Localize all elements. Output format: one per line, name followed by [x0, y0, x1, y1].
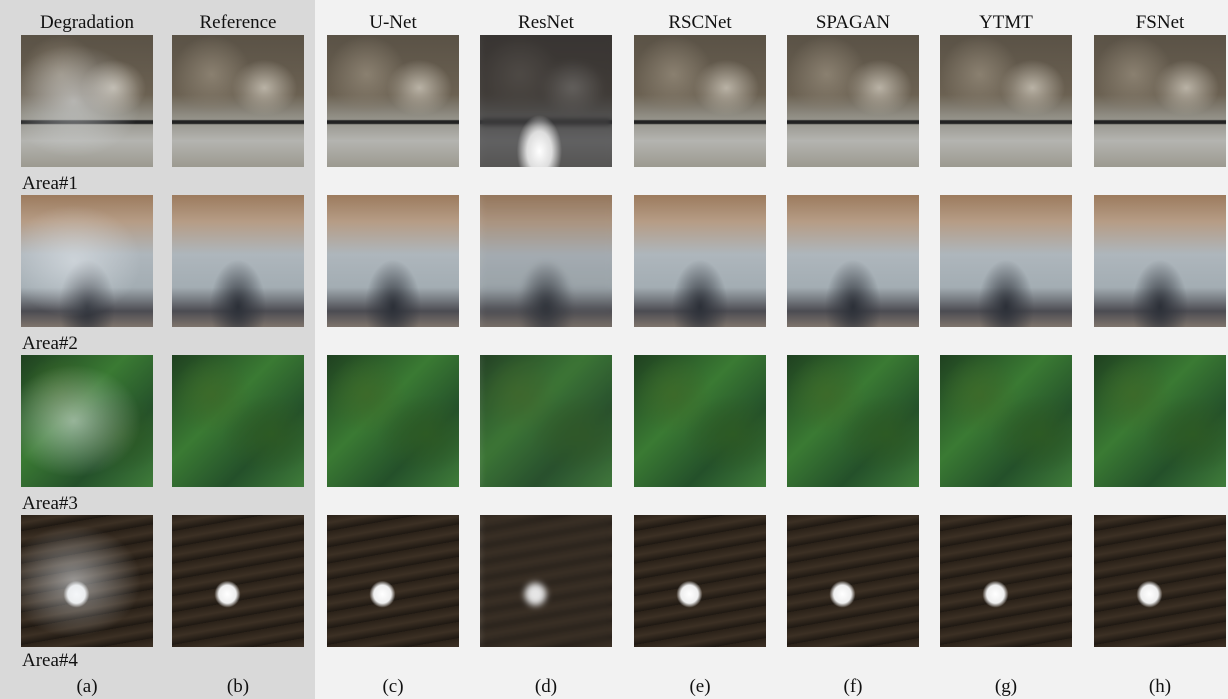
image-overlay	[1094, 355, 1226, 487]
subfigure-label: (c)	[382, 676, 403, 698]
subfigure-label: (f)	[844, 676, 863, 698]
image-tile	[634, 515, 766, 647]
column-header: RSCNet	[668, 12, 731, 34]
image-overlay	[940, 355, 1072, 487]
row-label: Area#2	[22, 333, 78, 355]
subfigure-label: (b)	[227, 676, 249, 698]
image-overlay	[21, 515, 153, 647]
image-overlay	[21, 355, 153, 487]
image-overlay	[327, 355, 459, 487]
row-label: Area#3	[22, 493, 78, 515]
row-label: Area#4	[22, 650, 78, 672]
image-overlay	[634, 515, 766, 647]
image-overlay	[172, 515, 304, 647]
column-header: SPAGAN	[816, 12, 890, 34]
image-tile	[787, 355, 919, 487]
image-tile	[327, 195, 459, 327]
row-label: Area#1	[22, 173, 78, 195]
image-overlay	[172, 35, 304, 167]
image-tile	[940, 35, 1072, 167]
column-header: YTMT	[979, 12, 1033, 34]
image-tile	[1094, 195, 1226, 327]
image-tile	[480, 195, 612, 327]
image-tile	[172, 195, 304, 327]
figure: Degradation (a) Reference (b) U-Net (c) ResNet…	[0, 0, 1228, 699]
image-overlay	[327, 195, 459, 327]
image-tile	[172, 35, 304, 167]
image-tile	[480, 35, 612, 167]
subfigure-label: (h)	[1149, 676, 1171, 698]
image-tile	[172, 355, 304, 487]
image-overlay	[172, 195, 304, 327]
image-tile	[634, 355, 766, 487]
image-overlay	[787, 35, 919, 167]
image-overlay	[21, 195, 153, 327]
image-overlay	[787, 515, 919, 647]
image-tile	[940, 355, 1072, 487]
image-tile	[1094, 355, 1226, 487]
column-header: FSNet	[1136, 12, 1185, 34]
image-tile	[634, 35, 766, 167]
image-tile	[480, 515, 612, 647]
image-overlay	[634, 195, 766, 327]
subfigure-label: (d)	[535, 676, 557, 698]
image-tile	[172, 515, 304, 647]
image-tile	[787, 515, 919, 647]
image-overlay	[1094, 195, 1226, 327]
image-tile	[327, 355, 459, 487]
image-overlay	[1094, 515, 1226, 647]
column-header: ResNet	[518, 12, 574, 34]
image-tile	[1094, 35, 1226, 167]
image-overlay	[787, 355, 919, 487]
column-header: Degradation	[40, 12, 134, 34]
image-tile	[480, 355, 612, 487]
image-tile	[787, 35, 919, 167]
image-overlay	[634, 35, 766, 167]
image-overlay	[327, 515, 459, 647]
column-header: U-Net	[369, 12, 416, 34]
image-tile	[940, 515, 1072, 647]
column-header: Reference	[200, 12, 277, 34]
image-tile	[1094, 515, 1226, 647]
image-overlay	[480, 355, 612, 487]
subfigure-label: (g)	[995, 676, 1017, 698]
image-overlay	[172, 355, 304, 487]
image-tile	[940, 195, 1072, 327]
image-tile	[634, 195, 766, 327]
image-overlay	[480, 515, 612, 647]
image-overlay	[940, 35, 1072, 167]
image-overlay	[480, 35, 612, 167]
image-overlay	[940, 195, 1072, 327]
image-overlay	[327, 35, 459, 167]
image-overlay	[21, 35, 153, 167]
image-tile	[787, 195, 919, 327]
image-overlay	[940, 515, 1072, 647]
image-overlay	[1094, 35, 1226, 167]
image-tile	[21, 515, 153, 647]
subfigure-label: (a)	[76, 676, 97, 698]
image-tile	[21, 355, 153, 487]
image-overlay	[787, 195, 919, 327]
subfigure-label: (e)	[689, 676, 710, 698]
image-overlay	[634, 355, 766, 487]
image-tile	[21, 35, 153, 167]
image-tile	[327, 515, 459, 647]
image-tile	[327, 35, 459, 167]
image-tile	[21, 195, 153, 327]
image-overlay	[480, 195, 612, 327]
